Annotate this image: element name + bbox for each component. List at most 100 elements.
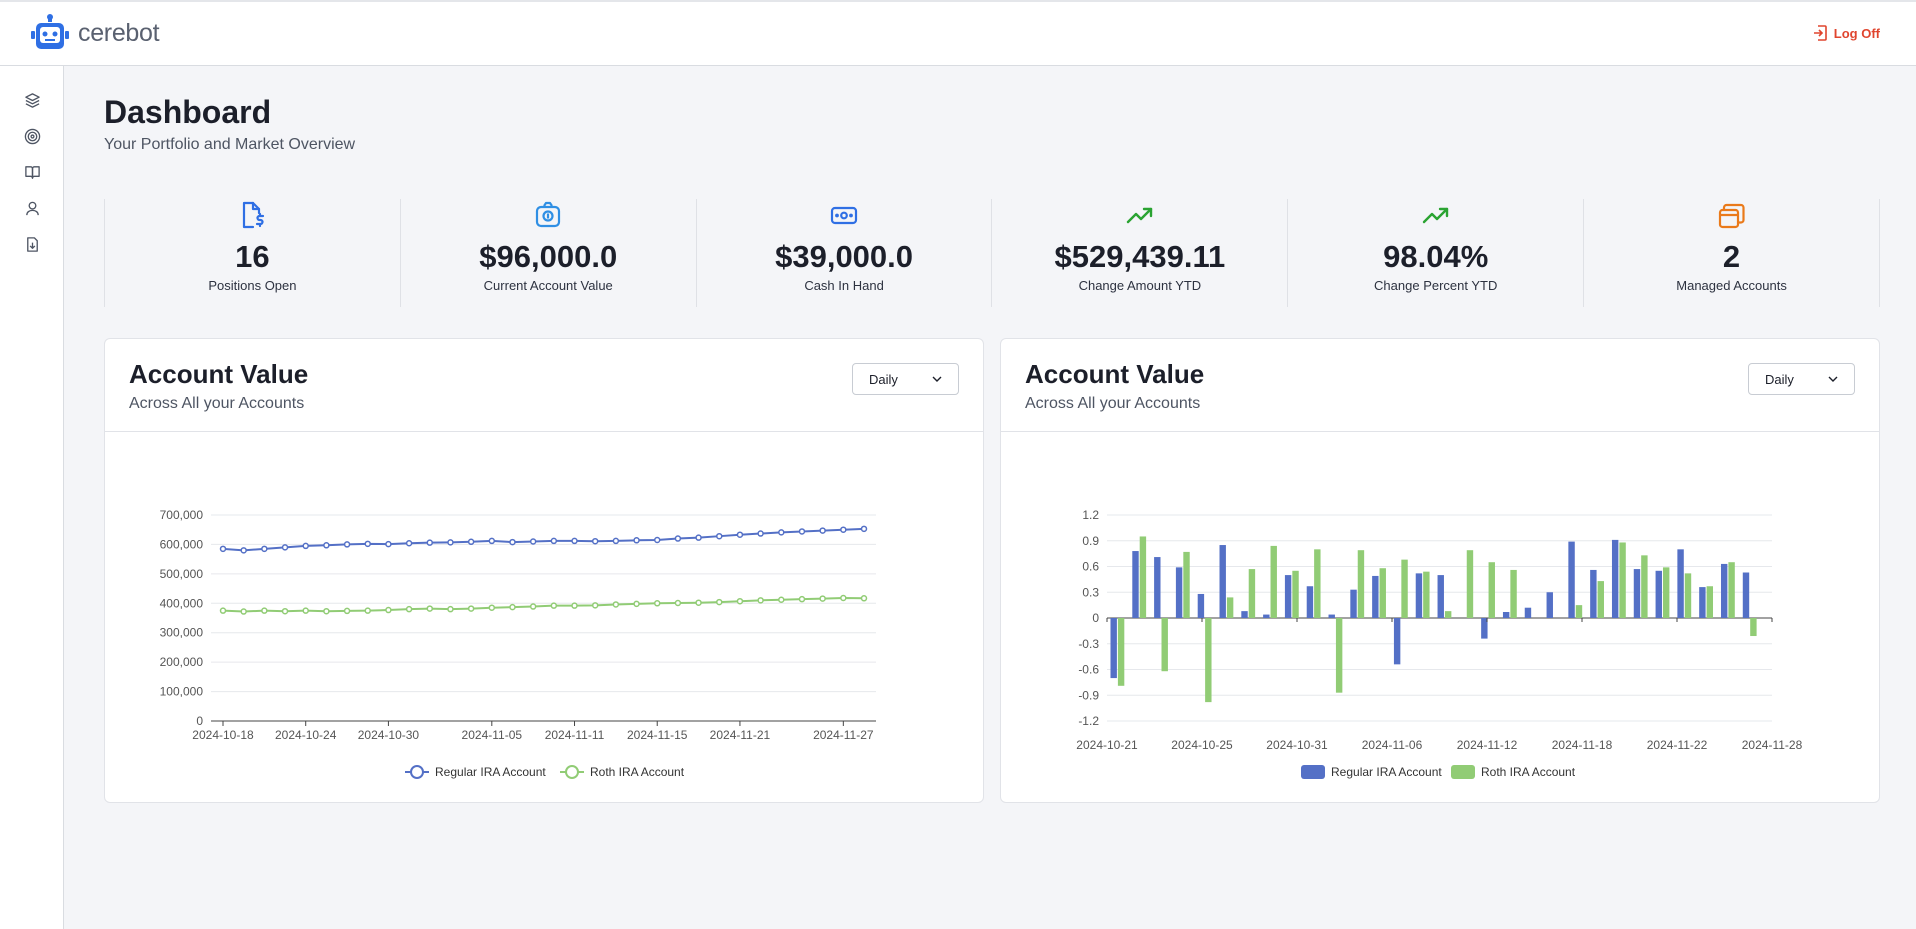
y-tick-label: -0.3	[1078, 637, 1099, 651]
data-point	[281, 544, 289, 551]
bar	[1590, 569, 1597, 618]
book-icon	[24, 165, 40, 179]
card-title: Account Value	[129, 359, 309, 389]
log-off-button[interactable]: Log Off	[1812, 24, 1880, 42]
bar-chart: -1.2 -0.9 -0.6 -0.3 0 0.3 0.6 0.9 1.2 2024-10-21 2…	[1076, 508, 1803, 779]
bar	[1466, 550, 1474, 618]
x-tick-label: 2024-11-06	[1362, 738, 1423, 752]
logo[interactable]: cerebot	[30, 14, 160, 52]
y-tick-label: 0.3	[1082, 585, 1099, 599]
bar	[1350, 589, 1357, 618]
bar	[1415, 573, 1423, 618]
data-point	[819, 595, 826, 602]
y-tick-label: 400,000	[160, 596, 204, 610]
stat-label: Positions Open	[208, 278, 297, 293]
data-point	[447, 605, 454, 613]
bar	[1241, 611, 1248, 618]
data-point	[323, 542, 330, 549]
sidebar-item-file-download[interactable]	[22, 234, 42, 254]
bar	[1393, 618, 1401, 665]
bar	[1641, 555, 1648, 618]
data-point	[716, 532, 723, 540]
bar	[1372, 575, 1379, 618]
stats-row: 16 Positions Open $96,000.0 Current Acco…	[104, 199, 1880, 307]
legend-swatch	[1301, 765, 1325, 779]
data-point	[219, 607, 227, 614]
bar	[1219, 545, 1226, 618]
data-point	[778, 596, 785, 604]
data-point	[840, 594, 847, 602]
data-point	[550, 537, 558, 545]
data-point	[798, 595, 806, 603]
data-point	[529, 538, 537, 545]
bar	[1357, 550, 1365, 618]
data-point	[612, 537, 620, 545]
series-line-1	[222, 596, 865, 613]
bar	[1205, 618, 1212, 703]
x-tick-label: 2024-10-18	[192, 728, 254, 742]
sidebar-item-book[interactable]	[22, 162, 42, 182]
line-chart: 0 100,000 200,000 300,000 400,000 500,000 600,…	[160, 508, 876, 779]
y-tick-label: 200,000	[160, 655, 204, 669]
x-tick-label: 2024-10-25	[1171, 738, 1233, 752]
y-tick-label: 100,000	[160, 685, 204, 699]
layers-icon	[24, 92, 40, 108]
sidebar-item-target[interactable]	[22, 126, 42, 146]
data-point	[219, 545, 227, 553]
data-point	[757, 597, 764, 604]
legend-marker	[410, 765, 424, 779]
bar	[1110, 618, 1117, 679]
x-tick-label: 2024-11-27	[813, 728, 874, 742]
bar	[1263, 614, 1270, 618]
bar	[1175, 567, 1183, 618]
data-point	[426, 539, 434, 546]
bar	[1524, 607, 1532, 618]
card-header: Account Value Across All your Accounts D…	[1001, 339, 1879, 432]
stat-current-account-value: $96,000.0 Current Account Value	[399, 199, 696, 307]
data-point	[509, 603, 516, 611]
chevron-down-icon	[932, 376, 942, 382]
data-point	[716, 598, 723, 606]
legend-swatch	[1451, 765, 1475, 779]
data-point	[509, 538, 516, 546]
trending-up-icon	[1126, 207, 1153, 224]
data-point	[860, 525, 868, 533]
chevron-down-icon	[1828, 376, 1838, 382]
bar	[1655, 570, 1662, 618]
data-point	[302, 607, 309, 614]
stat-change-amount-ytd: $529,439.11 Change Amount YTD	[991, 199, 1287, 307]
x-tick-label: 2024-11-28	[1742, 738, 1803, 752]
x-tick-label: 2024-11-11	[545, 728, 605, 742]
legend-label: Roth IRA Account	[1481, 765, 1576, 779]
sidebar-item-layers[interactable]	[22, 90, 42, 110]
card-title: Account Value	[1025, 359, 1205, 389]
data-point	[447, 539, 454, 546]
data-point	[674, 599, 682, 607]
bar	[1699, 587, 1706, 618]
sidebar-item-user[interactable]	[22, 198, 42, 218]
bar	[1728, 562, 1735, 618]
data-point	[736, 531, 744, 538]
bar	[1633, 569, 1641, 618]
cash-icon	[830, 206, 858, 225]
bar	[1742, 572, 1750, 618]
bar	[1117, 618, 1125, 686]
y-tick-label: 300,000	[160, 626, 204, 640]
period-select[interactable]: Daily	[1748, 363, 1855, 395]
cards-icon	[1718, 203, 1745, 229]
bar	[1662, 567, 1670, 618]
bar	[1270, 545, 1277, 618]
y-tick-label: 700,000	[160, 508, 204, 522]
bar	[1379, 568, 1386, 618]
period-select[interactable]: Daily	[852, 363, 959, 395]
data-point	[405, 605, 413, 613]
data-point	[674, 535, 682, 542]
data-point	[488, 537, 496, 545]
data-point	[840, 526, 847, 533]
target-icon	[24, 128, 40, 144]
data-point	[302, 542, 309, 550]
data-point	[488, 604, 496, 611]
file-dollar-icon	[243, 201, 265, 229]
bar	[1619, 542, 1626, 618]
y-tick-label: -1.2	[1078, 714, 1099, 728]
